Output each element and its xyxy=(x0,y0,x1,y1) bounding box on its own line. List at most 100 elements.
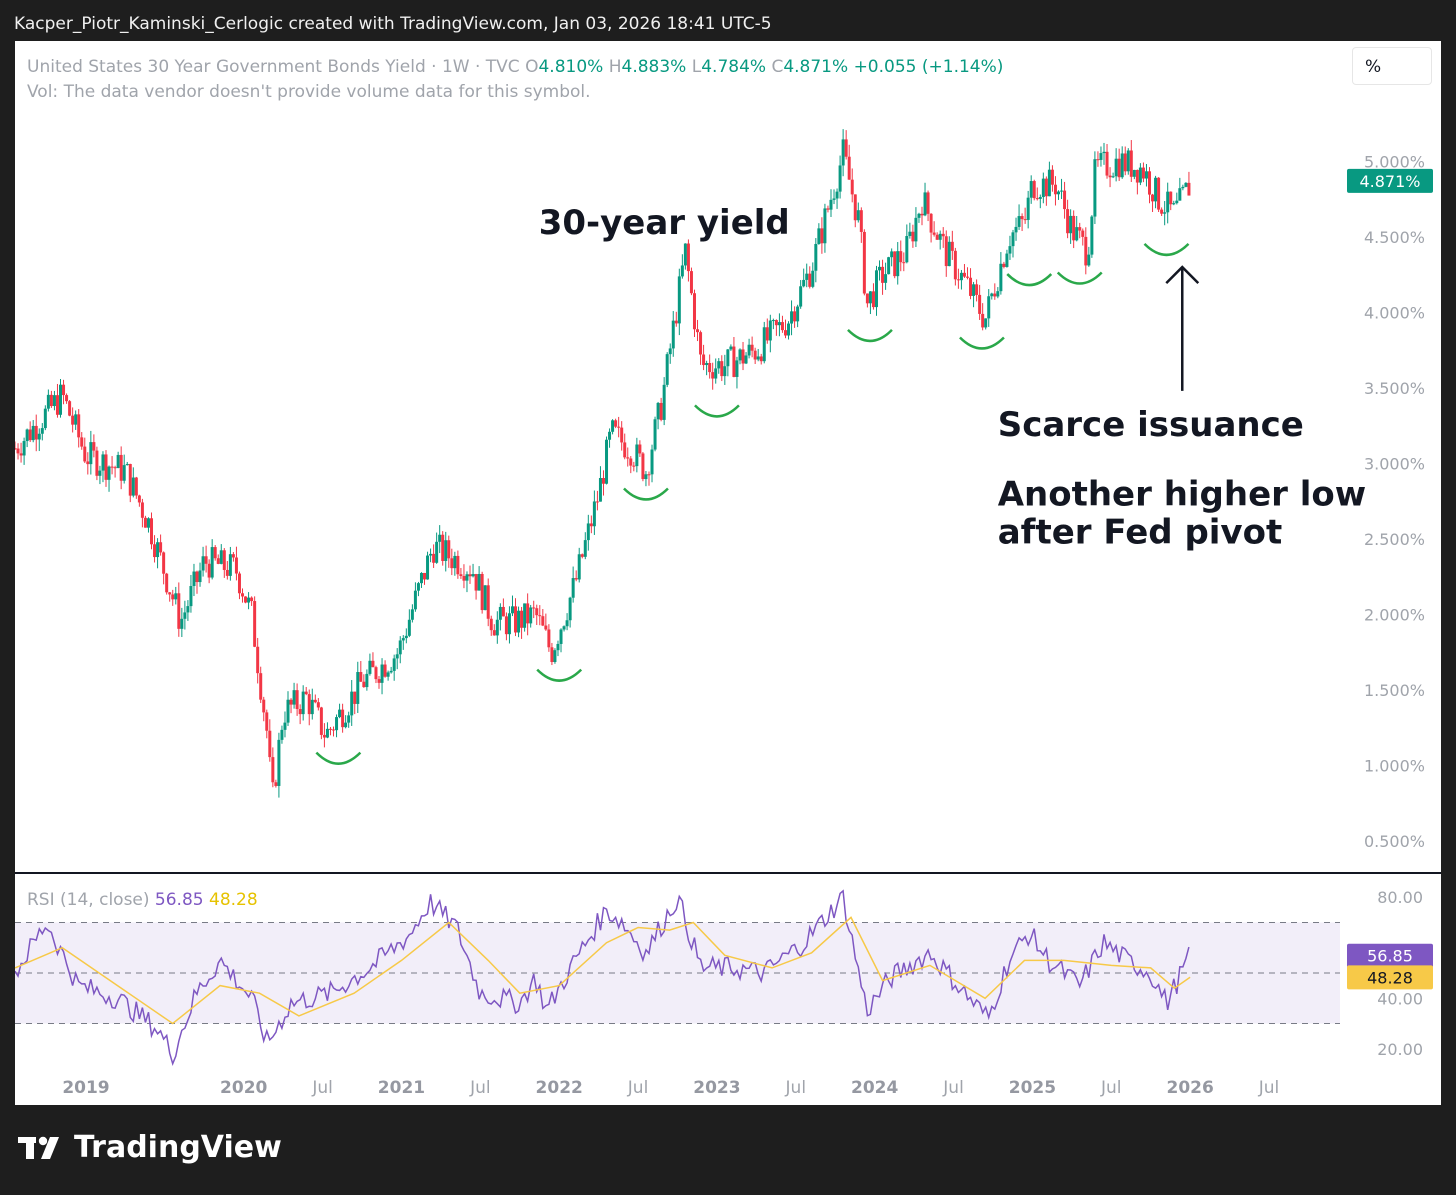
candle xyxy=(1023,207,1027,224)
candle xyxy=(1160,207,1164,216)
candle xyxy=(52,390,56,411)
candle xyxy=(143,515,147,528)
candle xyxy=(614,418,618,429)
chart-panel[interactable]: United States 30 Year Government Bonds Y… xyxy=(15,41,1441,1105)
candle xyxy=(28,421,32,443)
candle xyxy=(1126,148,1130,175)
candle xyxy=(750,336,754,358)
candle xyxy=(265,709,269,739)
candle xyxy=(1047,161,1051,197)
candle xyxy=(86,452,90,475)
candle xyxy=(832,189,836,205)
candle xyxy=(574,570,578,582)
candle xyxy=(541,608,545,627)
candle xyxy=(1081,228,1085,246)
candle xyxy=(171,589,175,606)
candle xyxy=(237,571,241,600)
candle xyxy=(1114,148,1118,182)
candle xyxy=(307,689,311,726)
time-axis-tick: Jul xyxy=(311,1078,333,1098)
candle xyxy=(723,354,727,385)
candle xyxy=(911,224,915,248)
candle xyxy=(319,706,323,740)
candle xyxy=(37,428,41,452)
candle xyxy=(34,414,38,452)
candle xyxy=(344,715,348,729)
candle xyxy=(1035,187,1039,201)
candle xyxy=(332,726,336,737)
candle xyxy=(253,596,257,648)
time-axis-tick: Jul xyxy=(1258,1078,1280,1098)
candle xyxy=(1135,169,1139,195)
candle xyxy=(944,230,948,277)
candle xyxy=(110,456,114,475)
candle xyxy=(259,666,263,704)
candle xyxy=(577,547,581,583)
candle xyxy=(523,603,527,632)
candle xyxy=(550,642,554,666)
candle xyxy=(241,588,245,603)
rsi-ma-last-badge: 48.28 xyxy=(1347,965,1433,990)
candle xyxy=(890,248,894,267)
candle xyxy=(899,240,903,272)
candle xyxy=(341,703,345,733)
candle xyxy=(823,203,827,253)
candle xyxy=(204,545,208,573)
candle xyxy=(605,436,609,485)
candle xyxy=(1096,151,1100,167)
candle xyxy=(453,551,457,576)
candle xyxy=(407,609,411,638)
candle xyxy=(996,287,1000,299)
candle xyxy=(140,498,144,528)
candle xyxy=(95,446,99,481)
candle xyxy=(520,606,524,639)
rsi-label: RSI (14, close) xyxy=(27,890,150,910)
candle xyxy=(174,586,178,605)
candle xyxy=(74,410,78,430)
chart-annotation: Scarce issuance xyxy=(998,405,1304,445)
time-axis-tick: 2021 xyxy=(378,1078,425,1098)
candle xyxy=(1041,172,1045,204)
candle xyxy=(1166,182,1170,224)
candle xyxy=(1178,177,1182,201)
time-axis-tick: 2019 xyxy=(62,1078,109,1098)
candle xyxy=(677,268,681,336)
candle xyxy=(201,546,205,577)
candle xyxy=(686,239,690,282)
candle xyxy=(1050,165,1054,192)
candle xyxy=(65,393,69,404)
candle xyxy=(316,698,320,711)
candle xyxy=(659,397,663,422)
rsi-line xyxy=(15,889,1190,1066)
candle xyxy=(268,719,272,762)
candle xyxy=(398,636,402,664)
candle xyxy=(650,444,654,483)
candle xyxy=(274,779,278,788)
candle xyxy=(1148,167,1152,204)
candle xyxy=(535,604,539,625)
candle xyxy=(195,570,199,594)
candle xyxy=(841,129,845,177)
rsi-axis-tick: 80.00 xyxy=(1377,888,1423,907)
higher-low-marker xyxy=(694,404,740,418)
candle xyxy=(783,319,787,339)
candle xyxy=(1181,184,1185,191)
candle xyxy=(162,551,166,585)
candle xyxy=(947,236,951,267)
candle xyxy=(583,532,587,560)
candle xyxy=(131,467,135,498)
candle xyxy=(183,600,187,630)
candle xyxy=(468,565,472,584)
candle xyxy=(674,311,678,327)
candle xyxy=(504,612,508,641)
candle xyxy=(59,378,63,418)
candle xyxy=(844,130,848,160)
open-value: 4.810% xyxy=(538,57,604,77)
candle xyxy=(662,377,666,426)
candle xyxy=(389,666,393,674)
percent-scale-button[interactable]: % xyxy=(1352,47,1432,85)
candle xyxy=(256,637,260,684)
candle xyxy=(835,188,839,209)
candle xyxy=(353,691,357,715)
candle xyxy=(635,437,639,473)
